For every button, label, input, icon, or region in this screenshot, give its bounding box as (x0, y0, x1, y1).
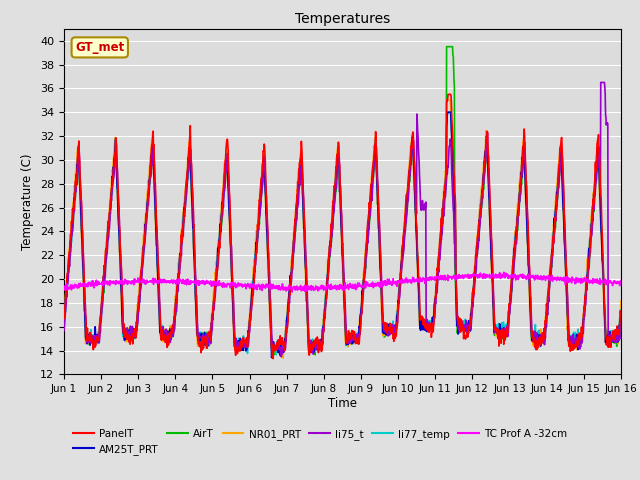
Y-axis label: Temperature (C): Temperature (C) (22, 153, 35, 250)
Title: Temperatures: Temperatures (295, 12, 390, 26)
Legend: PanelT, AM25T_PRT, AirT, NR01_PRT, li75_t, li77_temp, TC Prof A -32cm: PanelT, AM25T_PRT, AirT, NR01_PRT, li75_… (69, 424, 572, 459)
X-axis label: Time: Time (328, 397, 357, 410)
Text: GT_met: GT_met (75, 41, 124, 54)
